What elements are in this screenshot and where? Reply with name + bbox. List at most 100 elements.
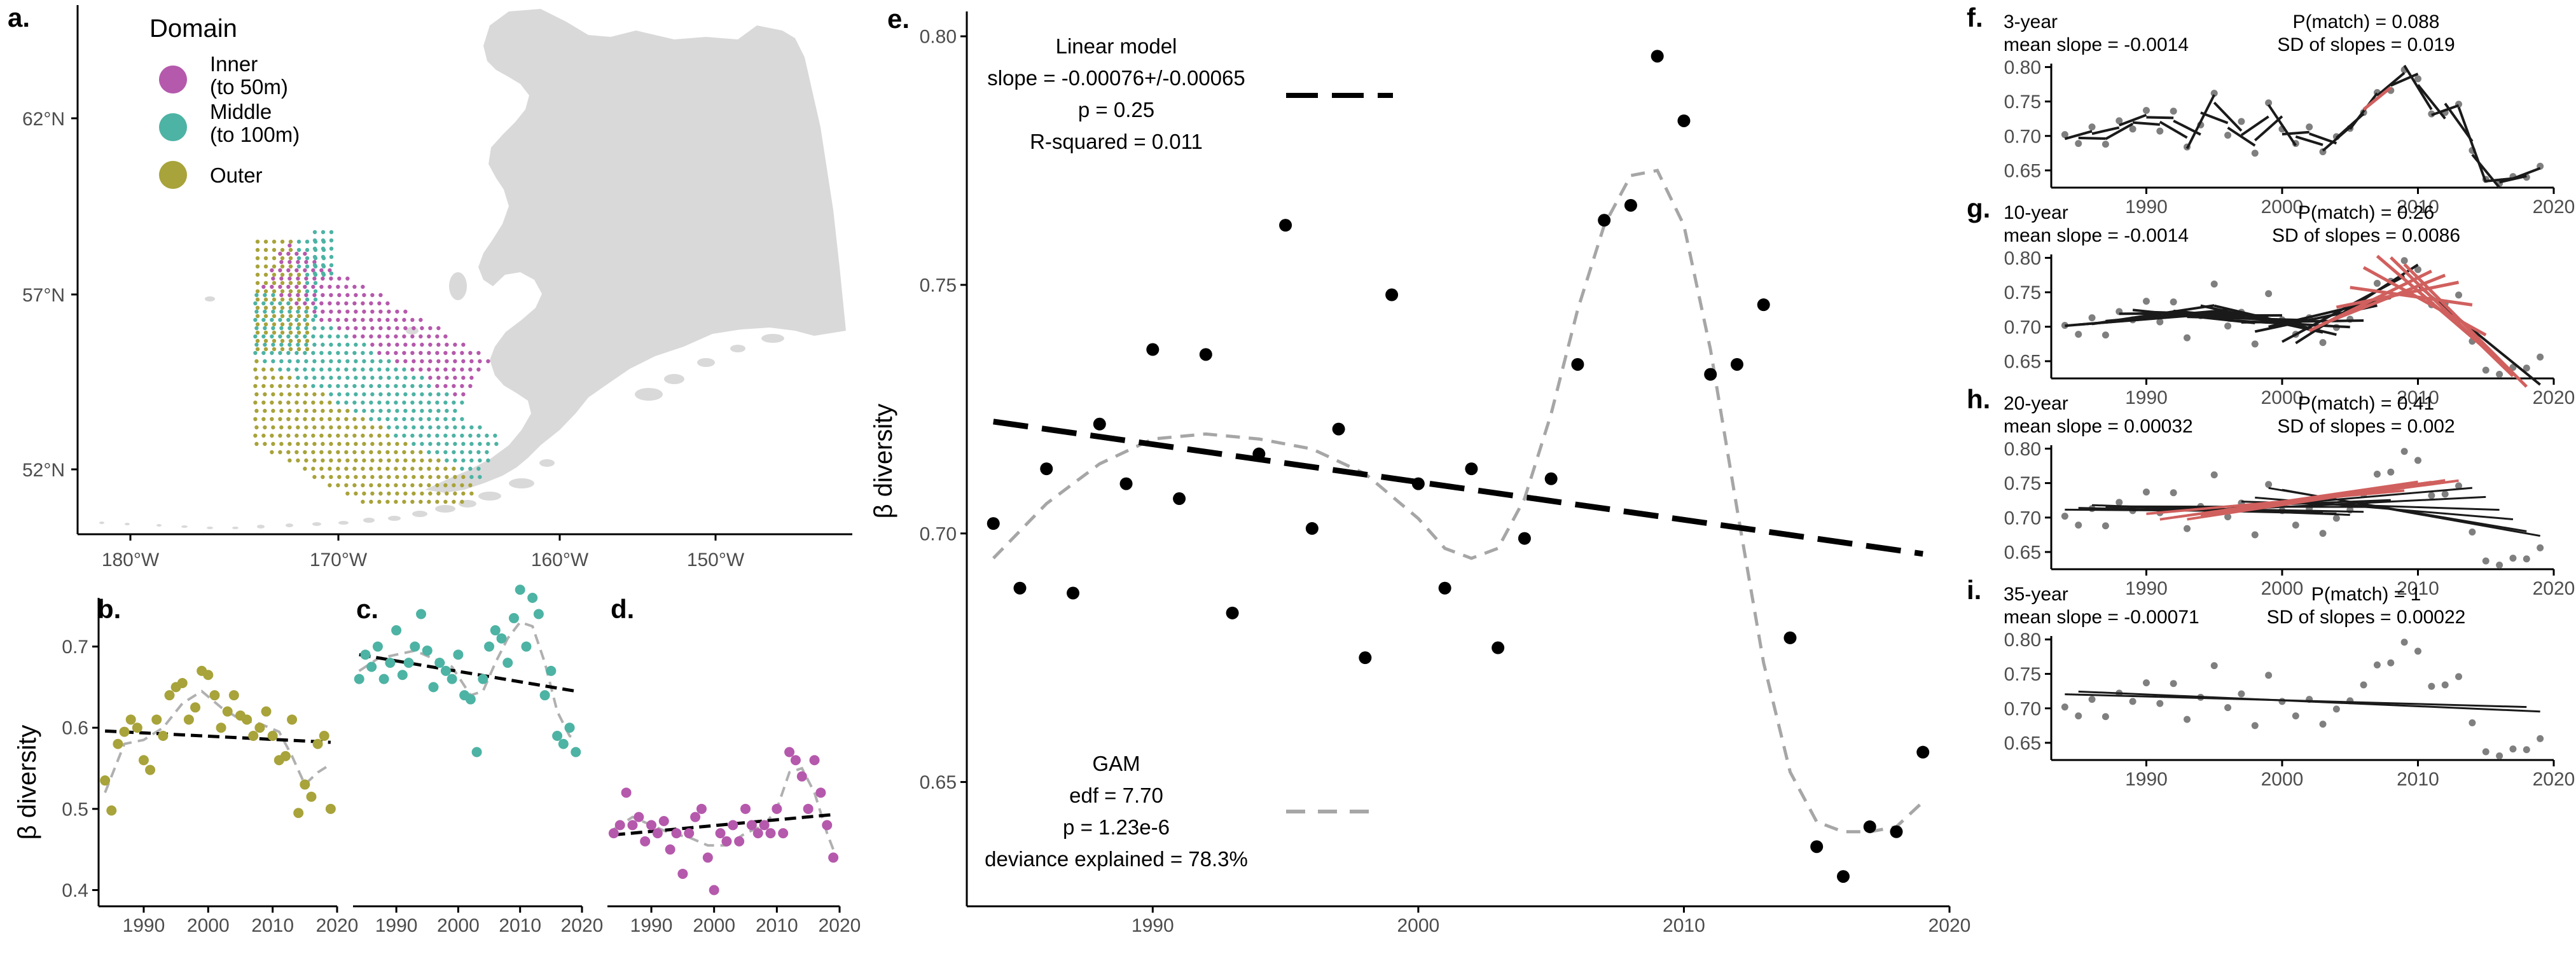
station-nw bbox=[305, 256, 310, 261]
station-outer bbox=[303, 400, 307, 405]
data-point bbox=[119, 726, 130, 737]
linear-fit-line bbox=[993, 418, 1923, 557]
gam-line-2: edf = 7.70 bbox=[1069, 784, 1163, 807]
data-point bbox=[2061, 703, 2068, 711]
window-sd-slopes: SD of slopes = 0.019 bbox=[2277, 34, 2455, 55]
data-point bbox=[2509, 745, 2517, 753]
y-tick-label: 0.75 bbox=[920, 275, 957, 296]
station-inner bbox=[428, 342, 433, 347]
data-point bbox=[2170, 107, 2177, 115]
station-middle bbox=[453, 425, 457, 430]
data-point bbox=[190, 702, 201, 713]
station-nw bbox=[280, 239, 285, 244]
data-point bbox=[132, 722, 142, 733]
data-point bbox=[1279, 219, 1292, 232]
x-tick-label: 1990 bbox=[1132, 915, 1174, 936]
station-inner bbox=[296, 276, 300, 281]
station-outer bbox=[435, 466, 440, 471]
station-inner bbox=[460, 367, 464, 372]
station-outer bbox=[270, 384, 274, 389]
station-inner bbox=[369, 301, 373, 306]
station-outer bbox=[344, 483, 349, 488]
station-nw bbox=[288, 314, 293, 319]
data-point bbox=[1836, 870, 1850, 883]
station-inner bbox=[395, 309, 399, 314]
data-point bbox=[183, 714, 194, 725]
station-inner bbox=[387, 342, 391, 347]
station-middle bbox=[304, 342, 308, 347]
station-outer bbox=[278, 384, 282, 389]
station-inner bbox=[461, 359, 466, 364]
station-nw bbox=[263, 338, 268, 343]
data-point bbox=[397, 670, 408, 681]
station-outer bbox=[253, 367, 258, 372]
station-inner bbox=[443, 350, 448, 356]
station-middle bbox=[271, 326, 275, 331]
data-point bbox=[2332, 705, 2340, 713]
station-middle bbox=[460, 433, 464, 438]
station-inner bbox=[328, 284, 332, 289]
station-middle bbox=[436, 425, 441, 430]
station-middle bbox=[344, 334, 349, 339]
data-point bbox=[564, 722, 575, 733]
island bbox=[539, 459, 555, 467]
y-tick-label: 0.80 bbox=[2004, 248, 2041, 269]
station-nw bbox=[263, 297, 268, 302]
station-middle bbox=[362, 408, 366, 413]
station-middle bbox=[312, 342, 317, 347]
station-outer bbox=[377, 466, 382, 471]
window-sd-slopes: SD of slopes = 0.00022 bbox=[2267, 607, 2466, 628]
data-point bbox=[2414, 75, 2421, 83]
data-point bbox=[1783, 631, 1797, 644]
station-outer bbox=[403, 458, 408, 463]
data-point bbox=[1173, 492, 1186, 506]
station-inner bbox=[279, 293, 284, 298]
data-point bbox=[640, 836, 651, 847]
station-middle bbox=[261, 317, 266, 322]
alaska-land bbox=[99, 9, 846, 529]
window-length-label: 20-year bbox=[2004, 393, 2068, 414]
x-tick-label: 2020 bbox=[2533, 578, 2575, 599]
x-tick-label: 2020 bbox=[2533, 769, 2575, 790]
station-middle bbox=[436, 392, 441, 397]
station-inner bbox=[452, 384, 456, 389]
station-inner bbox=[452, 350, 456, 356]
station-middle bbox=[279, 309, 284, 314]
station-middle bbox=[329, 342, 333, 347]
station-inner bbox=[428, 359, 433, 364]
station-nw bbox=[272, 297, 277, 302]
x-tick-label: 2020 bbox=[1929, 915, 1971, 936]
data-point bbox=[2102, 331, 2109, 339]
station-inner bbox=[370, 342, 375, 347]
legend-label-inner: Inner bbox=[210, 52, 258, 76]
station-outer bbox=[311, 466, 315, 471]
data-point bbox=[709, 885, 719, 895]
station-outer bbox=[311, 400, 315, 405]
window-fit-match-line bbox=[2390, 256, 2514, 378]
station-nw bbox=[280, 314, 285, 319]
window-fit-line bbox=[2187, 315, 2309, 322]
station-middle bbox=[403, 408, 408, 413]
station-outer bbox=[336, 483, 340, 488]
station-middle bbox=[312, 375, 317, 380]
station-outer bbox=[378, 441, 383, 446]
station-nw bbox=[288, 280, 293, 286]
x-tick-label: 2010 bbox=[2397, 769, 2439, 790]
map-axes: 62°N 57°N 52°N 180°W 170°W 160°W 150°W bbox=[22, 5, 852, 570]
y-tick-label: 0.4 bbox=[62, 880, 88, 901]
station-middle bbox=[469, 425, 474, 430]
data-point bbox=[2469, 719, 2476, 726]
station-nw bbox=[288, 338, 293, 343]
station-middle bbox=[312, 326, 317, 331]
station-inner bbox=[311, 268, 315, 273]
station-inner bbox=[486, 359, 490, 364]
station-inner bbox=[402, 334, 406, 339]
station-nw bbox=[280, 272, 285, 277]
station-middle bbox=[253, 317, 258, 322]
station-inner bbox=[469, 359, 474, 364]
map-panel: 62°N 57°N 52°N 180°W 170°W 160°W 150°W a. Doma… bbox=[8, 3, 852, 570]
station-nw bbox=[255, 264, 260, 269]
x-tick-label: 2020 bbox=[819, 915, 861, 936]
station-inner bbox=[445, 359, 449, 364]
station-middle bbox=[329, 326, 333, 331]
